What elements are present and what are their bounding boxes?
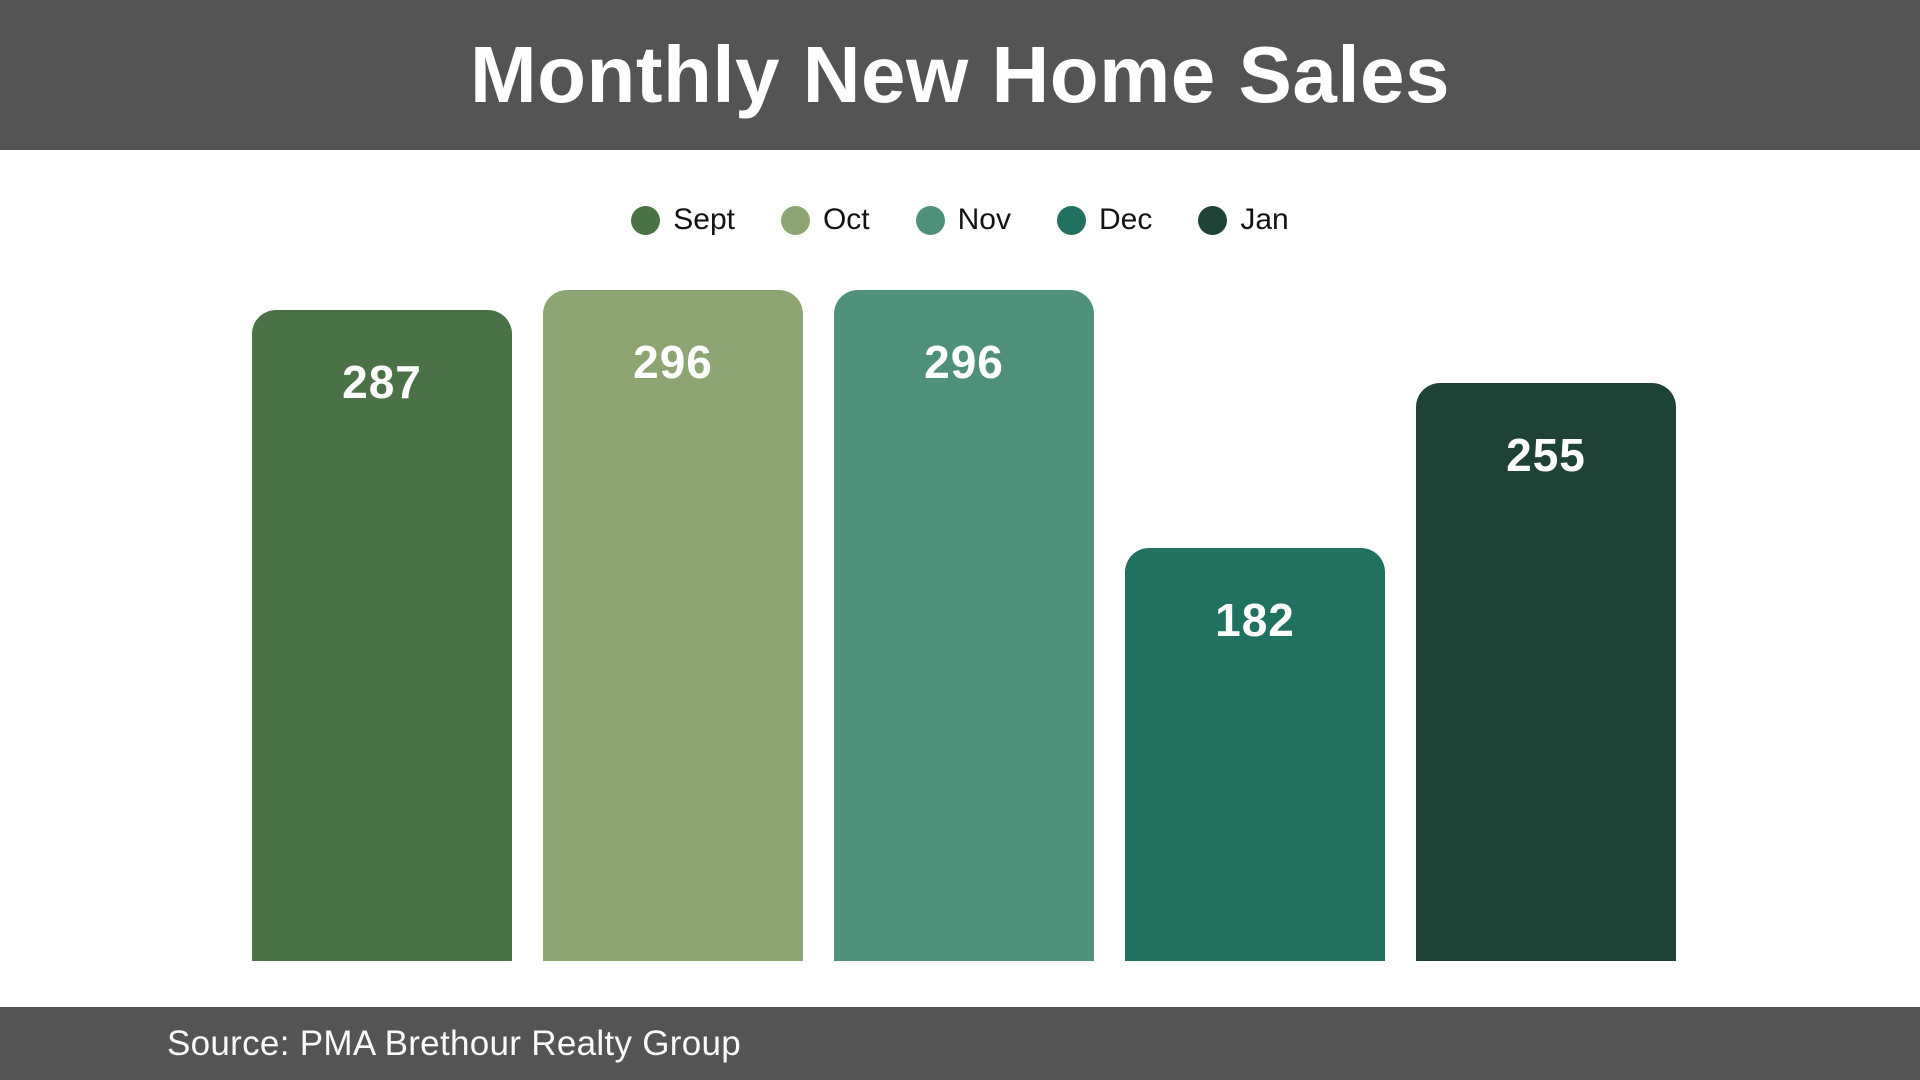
- legend-item-jan: Jan: [1198, 203, 1289, 236]
- legend-item-dec: Dec: [1057, 205, 1152, 235]
- legend-dot-nov: [915, 205, 945, 235]
- legend-label: Dec: [1099, 203, 1153, 236]
- legend-label: Jan: [1240, 203, 1289, 236]
- chart-title: Monthly New Home Sales: [469, 30, 1451, 119]
- header-bar: Monthly New Home Sales: [0, 0, 1920, 150]
- bar-value-label: 182: [1215, 594, 1295, 647]
- bar-jan: 255: [1416, 382, 1676, 961]
- bar-value-label: 296: [924, 336, 1004, 388]
- bar-sept: 287: [252, 310, 512, 961]
- legend-dot-dec: [1057, 205, 1086, 235]
- legend-dot-jan: [1198, 205, 1228, 235]
- legend-label: Sept: [673, 203, 735, 236]
- source-text: Source: PMA Brethour Realty Group: [167, 1023, 742, 1063]
- bar-dec: 182: [1125, 548, 1385, 961]
- bar-value-label: 296: [633, 336, 713, 388]
- legend: Sept Oct Nov Dec Jan: [0, 205, 1920, 235]
- legend-dot-sept: [631, 205, 661, 235]
- bar-value-label: 255: [1506, 428, 1586, 481]
- bar-value-label: 287: [342, 356, 422, 409]
- plot-area: 287 296 296 182 255: [252, 290, 1676, 961]
- legend-label: Oct: [822, 203, 870, 236]
- legend-dot-oct: [780, 205, 810, 235]
- legend-item-sept: Sept: [631, 205, 735, 235]
- bar-nov: 296: [834, 290, 1094, 961]
- bar-oct: 296: [543, 290, 803, 961]
- legend-item-nov: Nov: [915, 203, 1011, 236]
- legend-label: Nov: [957, 203, 1011, 236]
- footer-bar: Source: PMA Brethour Realty Group: [0, 1007, 1920, 1080]
- legend-item-oct: Oct: [780, 203, 870, 236]
